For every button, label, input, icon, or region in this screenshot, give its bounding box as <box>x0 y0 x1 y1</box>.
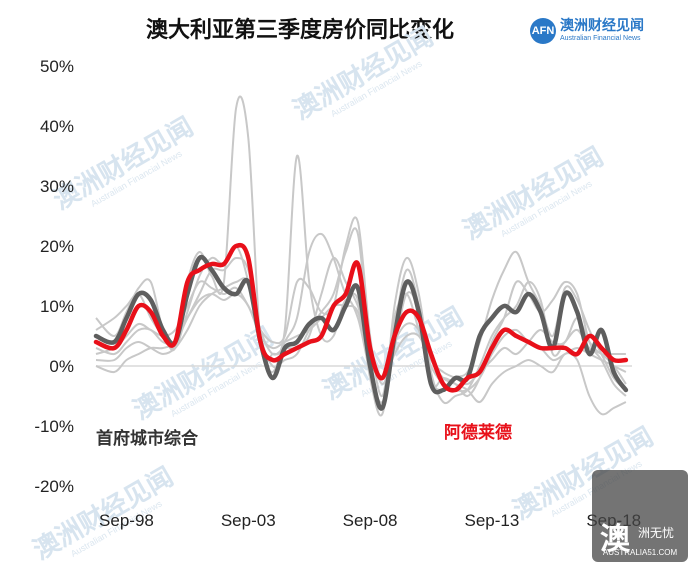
y-axis-ticks: 50% 40% 30% 20% 10% 0% -10% -20% <box>34 57 74 496</box>
y-tick-label: 0% <box>49 357 74 376</box>
watermark-text: 澳洲财经见闻 <box>458 141 609 246</box>
corner-logo: 澳 洲无忧 AUSTRALIA51.COM <box>592 470 688 562</box>
y-tick-label: 10% <box>40 297 74 316</box>
corner-logo-big: 澳 <box>600 522 630 557</box>
y-tick-label: -20% <box>34 477 74 496</box>
watermark-text: 澳洲财经见闻 <box>128 321 279 426</box>
series-line-adelaide <box>93 242 629 393</box>
x-tick-label: Sep-08 <box>343 511 398 530</box>
series-label-composite: 首府城市综合 <box>96 428 199 449</box>
y-tick-label: 30% <box>40 177 74 196</box>
y-tick-label: 20% <box>40 237 74 256</box>
corner-logo-small: 洲无忧 <box>638 526 675 540</box>
x-tick-label: Sep-03 <box>221 511 276 530</box>
brand-name: 澳洲财经见闻 <box>560 18 644 34</box>
y-tick-label: 50% <box>40 57 74 76</box>
afn-logo-icon: AFN <box>530 18 556 44</box>
brand-header: AFN 澳洲财经见闻 Australian Financial News <box>530 18 644 44</box>
series-line-composite <box>93 254 629 411</box>
y-tick-label: -10% <box>34 417 74 436</box>
corner-logo-url: AUSTRALIA51.COM <box>602 548 678 557</box>
main-series <box>93 242 629 411</box>
y-tick-label: 40% <box>40 117 74 136</box>
x-tick-label: Sep-98 <box>99 511 154 530</box>
series-label-adelaide: 阿德莱德 <box>444 422 512 443</box>
chart-title: 澳大利亚第三季度房价同比变化 <box>145 18 454 43</box>
brand-subtitle: Australian Financial News <box>560 35 641 42</box>
watermark-text: 澳洲财经见闻 <box>288 21 439 126</box>
x-tick-label: Sep-13 <box>464 511 519 530</box>
